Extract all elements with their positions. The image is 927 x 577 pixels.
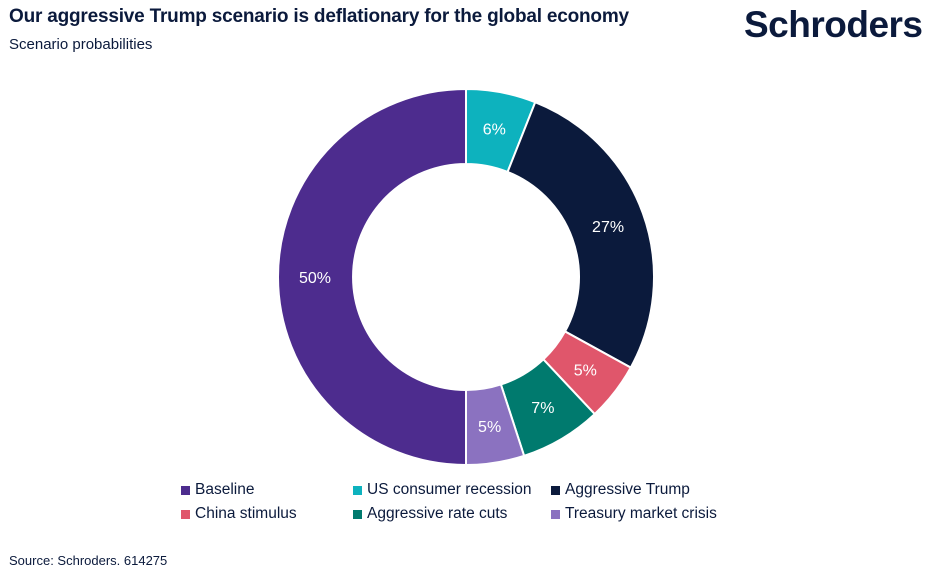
legend-item-treasury-market-crisis: Treasury market crisis xyxy=(551,505,751,523)
legend-label: China stimulus xyxy=(195,505,297,522)
chart-legend: Baseline US consumer recession Aggressiv… xyxy=(181,481,751,523)
legend-item-baseline: Baseline xyxy=(181,481,353,499)
legend-swatch xyxy=(181,509,190,519)
legend-label: Baseline xyxy=(195,481,255,498)
legend-swatch xyxy=(551,485,560,495)
legend-item-aggressive-rate-cuts: Aggressive rate cuts xyxy=(353,505,551,523)
schroders-logo: Schroders xyxy=(744,4,923,45)
legend-swatch xyxy=(181,485,190,495)
legend-label: Aggressive rate cuts xyxy=(367,505,508,522)
legend-swatch xyxy=(353,485,362,495)
chart-title: Our aggressive Trump scenario is deflati… xyxy=(9,6,629,27)
legend-item-china-stimulus: China stimulus xyxy=(181,505,353,523)
slice-label-aggressive-rate-cuts: 7% xyxy=(531,400,554,417)
slice-label-china-stimulus: 5% xyxy=(574,363,597,380)
legend-swatch xyxy=(551,509,560,519)
legend-item-aggressive-trump: Aggressive Trump xyxy=(551,481,751,499)
slice-label-us-consumer-recession: 6% xyxy=(483,122,506,139)
legend-label: Treasury market crisis xyxy=(565,505,717,522)
legend-swatch xyxy=(353,509,362,519)
legend-item-us-consumer-recession: US consumer recession xyxy=(353,481,551,499)
slice-label-aggressive-trump: 27% xyxy=(592,219,624,236)
slice-label-treasury-market-crisis: 5% xyxy=(478,419,501,436)
slice-label-baseline: 50% xyxy=(299,270,331,287)
legend-label: Aggressive Trump xyxy=(565,481,690,498)
chart-subtitle: Scenario probabilities xyxy=(9,36,153,53)
source-note: Source: Schroders. 614275 xyxy=(9,553,168,568)
slice-baseline xyxy=(277,87,467,467)
slice-aggressive-trump xyxy=(506,100,655,369)
legend-label: US consumer recession xyxy=(367,481,532,498)
